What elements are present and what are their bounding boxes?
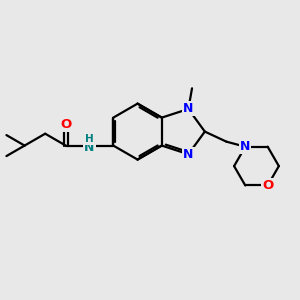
Text: H: H [85, 134, 94, 144]
Text: N: N [84, 141, 95, 154]
Text: N: N [240, 140, 250, 153]
Text: O: O [60, 118, 71, 131]
Text: N: N [183, 148, 194, 161]
Text: N: N [183, 103, 194, 116]
Text: O: O [262, 179, 273, 192]
